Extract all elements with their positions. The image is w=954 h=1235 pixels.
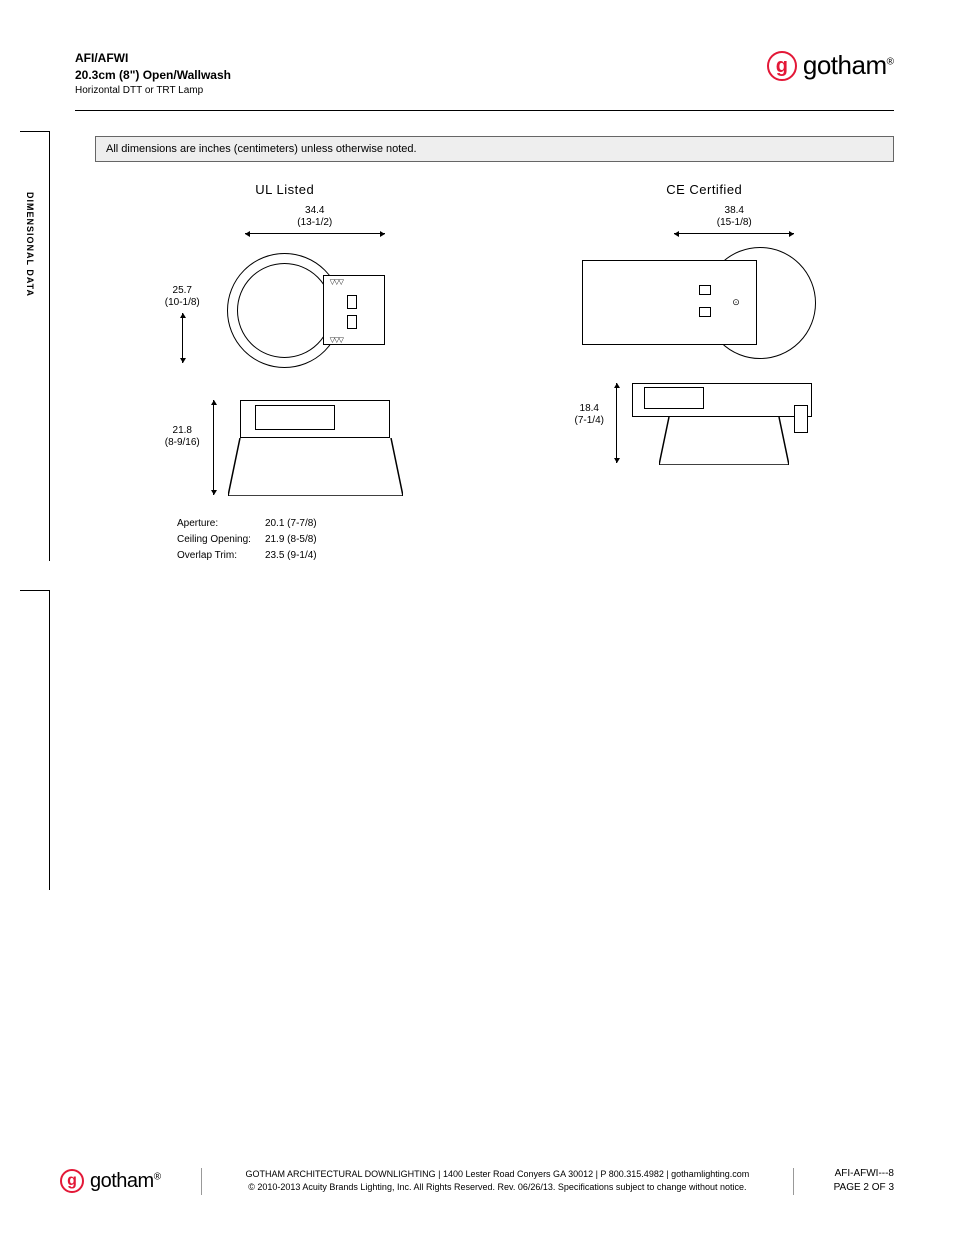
spec-ceiling-val: 21.9 (8-5/8)	[265, 533, 317, 547]
ce-side-diagram: 18.4 (7-1/4)	[564, 375, 844, 485]
ce-top-detail-1	[699, 285, 711, 295]
diagrams-row: UL Listed 34.4 (13-1/2) 25.7 (10-1/8)	[95, 182, 894, 565]
ul-top-height-dim: 25.7 (10-1/8)	[155, 285, 210, 363]
header-left: AFI/AFWI 20.3cm (8") Open/Wallwash Horiz…	[75, 50, 231, 98]
ce-top-detail-2	[699, 307, 711, 317]
ul-top-width-cm: 34.4	[245, 205, 385, 217]
sidebar-tab: DIMENSIONAL DATA	[20, 131, 50, 561]
ce-top-diagram: 38.4 (15-1/8) ⊙	[564, 205, 844, 375]
page-footer: g gotham® GOTHAM ARCHITECTURAL DOWNLIGHT…	[60, 1167, 894, 1195]
ul-top-width-dim: 34.4 (13-1/2)	[245, 205, 385, 238]
ul-side-diagram: 21.8 (8-9/16)	[155, 385, 415, 515]
logo-reg: ®	[887, 56, 894, 67]
ul-top-inner-circle	[237, 263, 332, 358]
ce-side-detail	[644, 387, 704, 409]
brand-logo: g gotham®	[767, 50, 894, 81]
spec-table: Aperture: 20.1 (7-7/8) Ceiling Opening: …	[175, 515, 319, 565]
sidebar-tab-2	[20, 590, 50, 890]
page-header: AFI/AFWI 20.3cm (8") Open/Wallwash Horiz…	[75, 50, 894, 98]
footer-page: PAGE 2 OF 3	[834, 1181, 894, 1195]
footer-line1: GOTHAM ARCHITECTURAL DOWNLIGHTING | 1400…	[222, 1168, 773, 1182]
footer-logo-icon: g	[60, 1169, 84, 1193]
ul-side-height-cm: 21.8	[155, 425, 210, 437]
header-description: Horizontal DTT or TRT Lamp	[75, 84, 231, 98]
footer-doc-id: AFI-AFWI---8	[834, 1167, 894, 1181]
ce-side-cone	[659, 417, 789, 465]
header-rule	[75, 110, 894, 111]
ul-top-height-in: (10-1/8)	[165, 297, 200, 309]
footer-logo-text: gotham	[90, 1170, 154, 1192]
ul-side-height-in: (8-9/16)	[155, 437, 210, 449]
ce-top-width-cm: 38.4	[674, 205, 794, 217]
ul-side-dim-line	[213, 400, 214, 495]
ce-title: CE Certified	[515, 182, 895, 197]
sidebar-label: DIMENSIONAL DATA	[25, 192, 35, 297]
ul-side-height-dim: 21.8 (8-9/16)	[155, 425, 210, 449]
ce-column: CE Certified 38.4 (15-1/8) ⊙	[515, 182, 895, 485]
footer-center: GOTHAM ARCHITECTURAL DOWNLIGHTING | 1400…	[201, 1168, 794, 1195]
logo-icon: g	[767, 51, 797, 81]
ce-top-ballast-box	[582, 260, 757, 345]
ce-top-knockout: ⊙	[732, 297, 740, 308]
ul-top-height-cm: 25.7	[173, 285, 192, 297]
header-subtitle: 20.3cm (8") Open/Wallwash	[75, 67, 231, 84]
ul-top-detail-2	[347, 315, 357, 329]
ce-side-height-dim: 18.4 (7-1/4)	[564, 403, 614, 427]
dimensions-note: All dimensions are inches (centimeters) …	[95, 136, 894, 162]
ul-top-width-in: (13-1/2)	[245, 217, 385, 229]
footer-right: AFI-AFWI---8 PAGE 2 OF 3	[834, 1167, 894, 1195]
spec-overlap-label: Overlap Trim:	[177, 549, 263, 563]
ul-column: UL Listed 34.4 (13-1/2) 25.7 (10-1/8)	[95, 182, 475, 565]
ce-top-width-in: (15-1/8)	[674, 217, 794, 229]
ul-title: UL Listed	[95, 182, 475, 197]
footer-logo-reg: ®	[154, 1171, 161, 1182]
logo-text: gotham	[803, 50, 887, 80]
spec-aperture-val: 20.1 (7-7/8)	[265, 517, 317, 531]
ce-side-dim-line	[616, 383, 617, 463]
footer-logo: g gotham®	[60, 1169, 161, 1193]
content-area: All dimensions are inches (centimeters) …	[95, 136, 894, 565]
ul-side-cone	[228, 438, 403, 496]
ul-side-lamp	[255, 405, 335, 430]
ce-side-height-cm: 18.4	[564, 403, 614, 415]
spec-aperture-label: Aperture:	[177, 517, 263, 531]
header-title: AFI/AFWI	[75, 50, 231, 67]
ce-side-jbox	[794, 405, 808, 433]
ul-top-vent-1: ▽▽▽	[330, 278, 343, 286]
spec-overlap-val: 23.5 (9-1/4)	[265, 549, 317, 563]
ul-top-detail-1	[347, 295, 357, 309]
ce-top-width-dim: 38.4 (15-1/8)	[674, 205, 794, 238]
footer-line2: © 2010-2013 Acuity Brands Lighting, Inc.…	[222, 1181, 773, 1195]
ce-side-height-in: (7-1/4)	[564, 415, 614, 427]
ul-top-diagram: 34.4 (13-1/2) 25.7 (10-1/8)	[155, 205, 415, 385]
spec-ceiling-label: Ceiling Opening:	[177, 533, 263, 547]
ul-top-vent-2: ▽▽▽	[330, 336, 343, 344]
